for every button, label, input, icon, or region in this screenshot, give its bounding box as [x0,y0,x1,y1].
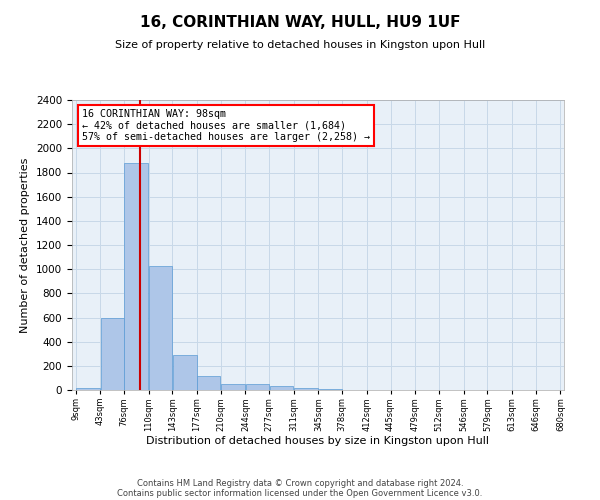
Bar [197,376,220,390]
Bar [246,384,269,390]
Bar [173,355,197,390]
Bar [221,384,245,390]
Bar [101,318,124,390]
Bar [124,163,148,390]
Text: Size of property relative to detached houses in Kingston upon Hull: Size of property relative to detached ho… [115,40,485,50]
X-axis label: Distribution of detached houses by size in Kingston upon Hull: Distribution of detached houses by size … [146,436,490,446]
Text: Contains public sector information licensed under the Open Government Licence v3: Contains public sector information licen… [118,488,482,498]
Text: 16, CORINTHIAN WAY, HULL, HU9 1UF: 16, CORINTHIAN WAY, HULL, HU9 1UF [140,15,460,30]
Bar [149,266,172,390]
Text: Contains HM Land Registry data © Crown copyright and database right 2024.: Contains HM Land Registry data © Crown c… [137,478,463,488]
Y-axis label: Number of detached properties: Number of detached properties [20,158,31,332]
Bar [294,388,318,390]
Text: 16 CORINTHIAN WAY: 98sqm
← 42% of detached houses are smaller (1,684)
57% of sem: 16 CORINTHIAN WAY: 98sqm ← 42% of detach… [82,108,370,142]
Bar [269,386,293,390]
Bar [76,388,100,390]
